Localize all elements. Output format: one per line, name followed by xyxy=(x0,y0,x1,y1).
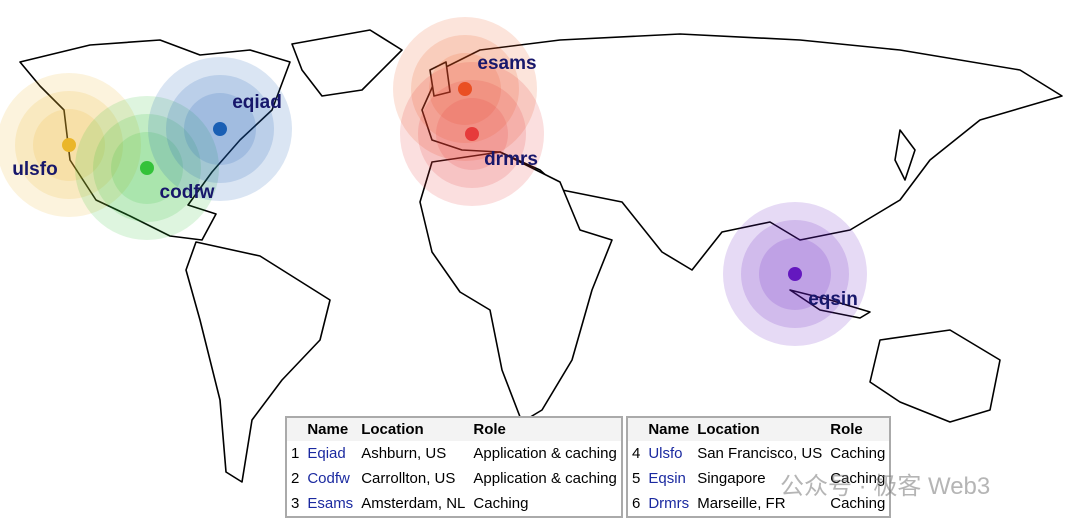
table-cell: San Francisco, US xyxy=(697,445,823,462)
table-row: 1 Eqiad Ashburn, US Application & caching xyxy=(286,441,622,466)
site-label: ulsfo xyxy=(12,159,57,180)
table-row: 2 Codfw Carrollton, US Application & cachin… xyxy=(286,466,622,491)
eurasia xyxy=(421,33,1063,271)
north-america xyxy=(19,39,291,241)
header-cell xyxy=(627,417,645,441)
table-cell: Application & caching xyxy=(473,445,617,462)
watermark: 公众号 · 极客 Web3 xyxy=(780,473,991,500)
table-row: 3 Esams Amsterdam, NL Caching xyxy=(286,491,622,517)
site-name: Eqiad xyxy=(307,445,346,462)
uk xyxy=(429,61,451,97)
table-cell: 5 xyxy=(632,470,641,487)
site-dot xyxy=(788,267,802,281)
header-cell xyxy=(286,417,304,441)
table-cell: 6 xyxy=(632,495,641,512)
africa xyxy=(419,151,613,423)
south-america xyxy=(185,241,331,483)
table-cell: Amsterdam, NL xyxy=(361,495,466,512)
site-dot xyxy=(140,161,154,175)
header-cell: Location xyxy=(357,417,470,441)
table-cell: Ashburn, US xyxy=(361,445,447,462)
table-cell: Application & caching xyxy=(473,470,617,487)
table-row: 6 Drmrs Marseille, FR Caching xyxy=(627,491,890,517)
site-dot xyxy=(465,127,479,141)
header-cell: Name xyxy=(303,417,358,441)
header-cell: Role xyxy=(469,417,622,441)
header-cell: Location xyxy=(693,417,827,441)
indonesia xyxy=(789,289,871,319)
continents xyxy=(19,29,1063,483)
table-cell: Carrollton, US xyxy=(361,470,456,487)
table-cell: Marseille, FR xyxy=(697,495,786,512)
site-label: drmrs xyxy=(484,149,538,170)
table-cell: Singapore xyxy=(697,470,766,487)
site-name: Drmrs xyxy=(648,495,690,512)
table-right: Name Location Role 4 Ulsfo San Francisco, US C… xyxy=(626,416,892,518)
header-row: Name Location Role xyxy=(627,417,891,441)
table-cell: Caching xyxy=(473,495,529,512)
site-label: esams xyxy=(477,53,536,74)
site-label: eqsin xyxy=(808,289,858,310)
header-row: Name Location Role xyxy=(286,417,622,441)
table-cell: 3 xyxy=(291,495,300,512)
site-name: Esams xyxy=(307,495,354,512)
table-cell: Caching xyxy=(830,470,886,487)
table-cell: Caching xyxy=(830,445,886,462)
australia xyxy=(869,329,1001,423)
site-dot xyxy=(458,82,472,96)
table-cell: 4 xyxy=(632,445,641,462)
table-cell: Caching xyxy=(830,495,886,512)
site-name: Codfw xyxy=(307,470,350,487)
japan xyxy=(894,129,916,181)
table-cell: 1 xyxy=(291,445,300,462)
greenland xyxy=(291,29,403,97)
site-dot xyxy=(62,138,76,152)
site-name: Eqsin xyxy=(648,470,686,487)
site-label: codfw xyxy=(160,182,215,203)
header-cell: Role xyxy=(826,417,891,441)
site-label: eqiad xyxy=(232,92,282,113)
markers: ulsfo codfw eqiad esams drmrs eqsin xyxy=(0,17,867,346)
header-cell: Name xyxy=(644,417,694,441)
table-cell: 2 xyxy=(291,470,300,487)
site-name: Ulsfo xyxy=(648,445,683,462)
table-left: Name Location Role 1 Eqiad Ashburn, US Applica… xyxy=(285,416,623,518)
table-row: 5 Eqsin Singapore Caching xyxy=(627,466,890,491)
table-row: 4 Ulsfo San Francisco, US Caching xyxy=(627,441,890,466)
site-dot xyxy=(213,122,227,136)
